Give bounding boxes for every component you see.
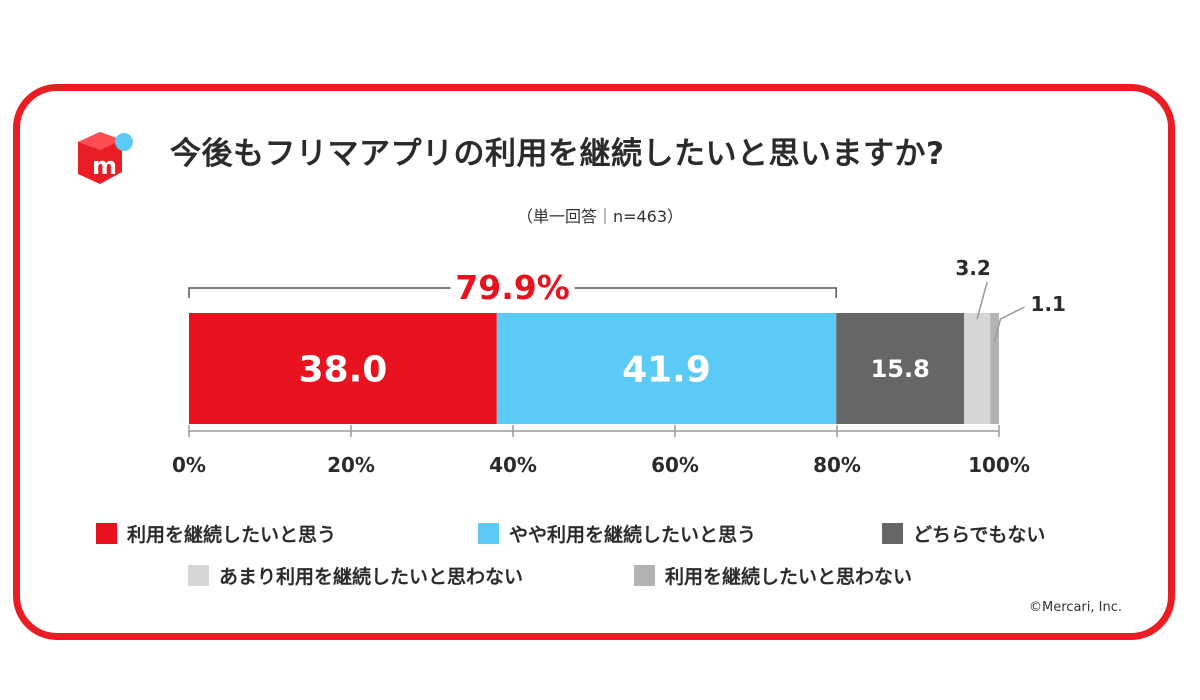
- mercari-box-logo-icon: m: [78, 132, 133, 184]
- data-label: 38.0: [298, 349, 387, 390]
- x-tick-label: 40%: [489, 453, 537, 477]
- x-tick-label: 60%: [651, 453, 699, 477]
- legend-item: あまり利用を継続したいと思わない: [188, 562, 523, 589]
- bar-segment: [496, 313, 837, 424]
- data-label: 15.8: [871, 355, 930, 383]
- leader-line: [993, 306, 1025, 342]
- x-tick-label: 100%: [968, 453, 1030, 477]
- legend-label: あまり利用を継続したいと思わない: [219, 566, 524, 588]
- svg-text:m: m: [92, 152, 117, 180]
- chart-subtitle: （単一回答｜n=463）: [516, 207, 684, 226]
- legend-item: 利用を継続したいと思う: [96, 520, 336, 547]
- legend-swatch: [188, 565, 209, 586]
- data-label: 1.1: [1031, 292, 1066, 316]
- legend-swatch: [96, 523, 117, 544]
- x-tick-label: 0%: [172, 453, 206, 477]
- bar-segment: [964, 313, 991, 424]
- data-label: 3.2: [955, 256, 990, 280]
- legend-label: やや利用を継続したいと思う: [509, 524, 757, 546]
- leader-line: [976, 281, 988, 320]
- legend-swatch: [478, 523, 499, 544]
- page-title: 今後もフリマアプリの利用を継続したいと思いますか?: [170, 136, 945, 172]
- legend-label: 利用を継続したいと思う: [127, 524, 337, 546]
- legend-label: 利用を継続したいと思わない: [665, 566, 913, 588]
- legend-swatch: [634, 565, 655, 586]
- bar-segment: [189, 313, 497, 424]
- x-tick-label: 20%: [327, 453, 375, 477]
- legend-item: どちらでもない: [882, 520, 1045, 547]
- legend-swatch: [882, 523, 903, 544]
- data-label: 41.9: [622, 349, 711, 390]
- card-frame: [13, 84, 1175, 640]
- annotation-label: 79.9%: [455, 268, 570, 307]
- annotation-bracket: [188, 287, 451, 298]
- bar-segment: [836, 313, 965, 424]
- legend-item: 利用を継続したいと思わない: [634, 562, 912, 589]
- legend-item: やや利用を継続したいと思う: [478, 520, 756, 547]
- bar-segment: [990, 313, 999, 424]
- annotation-bracket: [574, 287, 837, 298]
- copyright: ©Mercari, Inc.: [1029, 600, 1122, 615]
- legend-label: どちらでもない: [913, 524, 1046, 546]
- x-tick-label: 80%: [813, 453, 861, 477]
